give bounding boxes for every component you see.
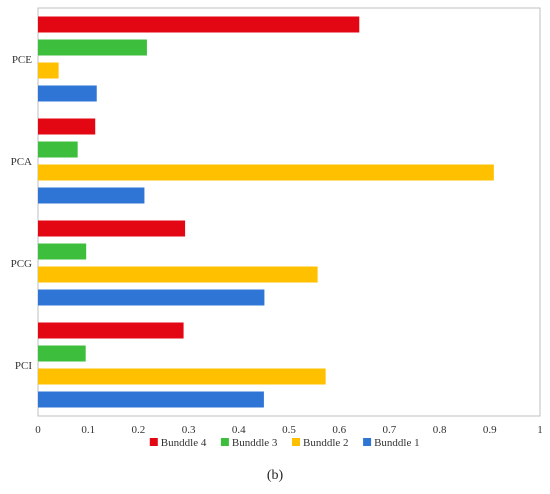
legend-swatch-bunddle-3: [220, 438, 229, 446]
bar-pca-bunddle-3: [38, 141, 78, 158]
bar-pca-bunddle-4: [38, 118, 96, 135]
category-label-pca: PCA: [11, 156, 32, 168]
x-tick-label: 0.2: [132, 424, 146, 436]
bar-pcg-bunddle-1: [38, 289, 265, 306]
bar-pcg-bunddle-4: [38, 220, 186, 237]
x-tick-label: 0.5: [282, 424, 296, 436]
bar-pci-bunddle-1: [38, 391, 264, 408]
bar-pce-bunddle-2: [38, 62, 59, 79]
plot-area: [37, 7, 541, 417]
x-tick-label: 0.3: [182, 424, 196, 436]
legend-swatch-bunddle-2: [292, 438, 300, 446]
bar-pce-bunddle-4: [38, 16, 360, 33]
bar-pce-bunddle-3: [38, 39, 147, 56]
x-tick-label: 0.4: [232, 424, 246, 436]
x-tick-label: 0.9: [483, 424, 497, 436]
bar-pca-bunddle-1: [38, 187, 145, 204]
bar-chart: PCE PCA PCG PCI 0 0.1 0.2 0.3 0.4 0.5 0.6 0.7 0.8 0.…: [11, 7, 543, 449]
legend-label-bunddle-1: Bunddle 1: [374, 437, 420, 449]
x-tick-label: 0: [35, 424, 41, 436]
bar-pce-bunddle-1: [38, 85, 97, 102]
x-tick-label: 0.8: [433, 424, 447, 436]
legend-label-bunddle-3: Bunddle 3: [232, 437, 278, 449]
x-tick-label: 0.1: [81, 424, 95, 436]
bar-pcg-bunddle-2: [38, 266, 318, 283]
x-tick-label: 0.6: [332, 424, 346, 436]
x-tick-label: 1: [537, 424, 543, 436]
x-tick-label: 0.7: [383, 424, 397, 436]
figure-caption: (b): [266, 468, 284, 483]
category-label-pci: PCI: [15, 360, 32, 372]
bar-pcg-bunddle-3: [38, 243, 87, 260]
legend-label-bunddle-2: Bunddle 2: [303, 437, 349, 449]
category-label-pce: PCE: [12, 54, 32, 66]
legend-label-bunddle-4: Bunddle 4: [161, 437, 207, 449]
bar-pci-bunddle-4: [38, 322, 184, 339]
bar-pca-bunddle-2: [38, 164, 494, 181]
category-label-pcg: PCG: [11, 258, 32, 270]
legend-swatch-bunddle-1: [363, 438, 372, 446]
bar-pci-bunddle-2: [38, 368, 326, 385]
bar-pci-bunddle-3: [38, 345, 86, 362]
legend-swatch-bunddle-4: [149, 438, 158, 446]
